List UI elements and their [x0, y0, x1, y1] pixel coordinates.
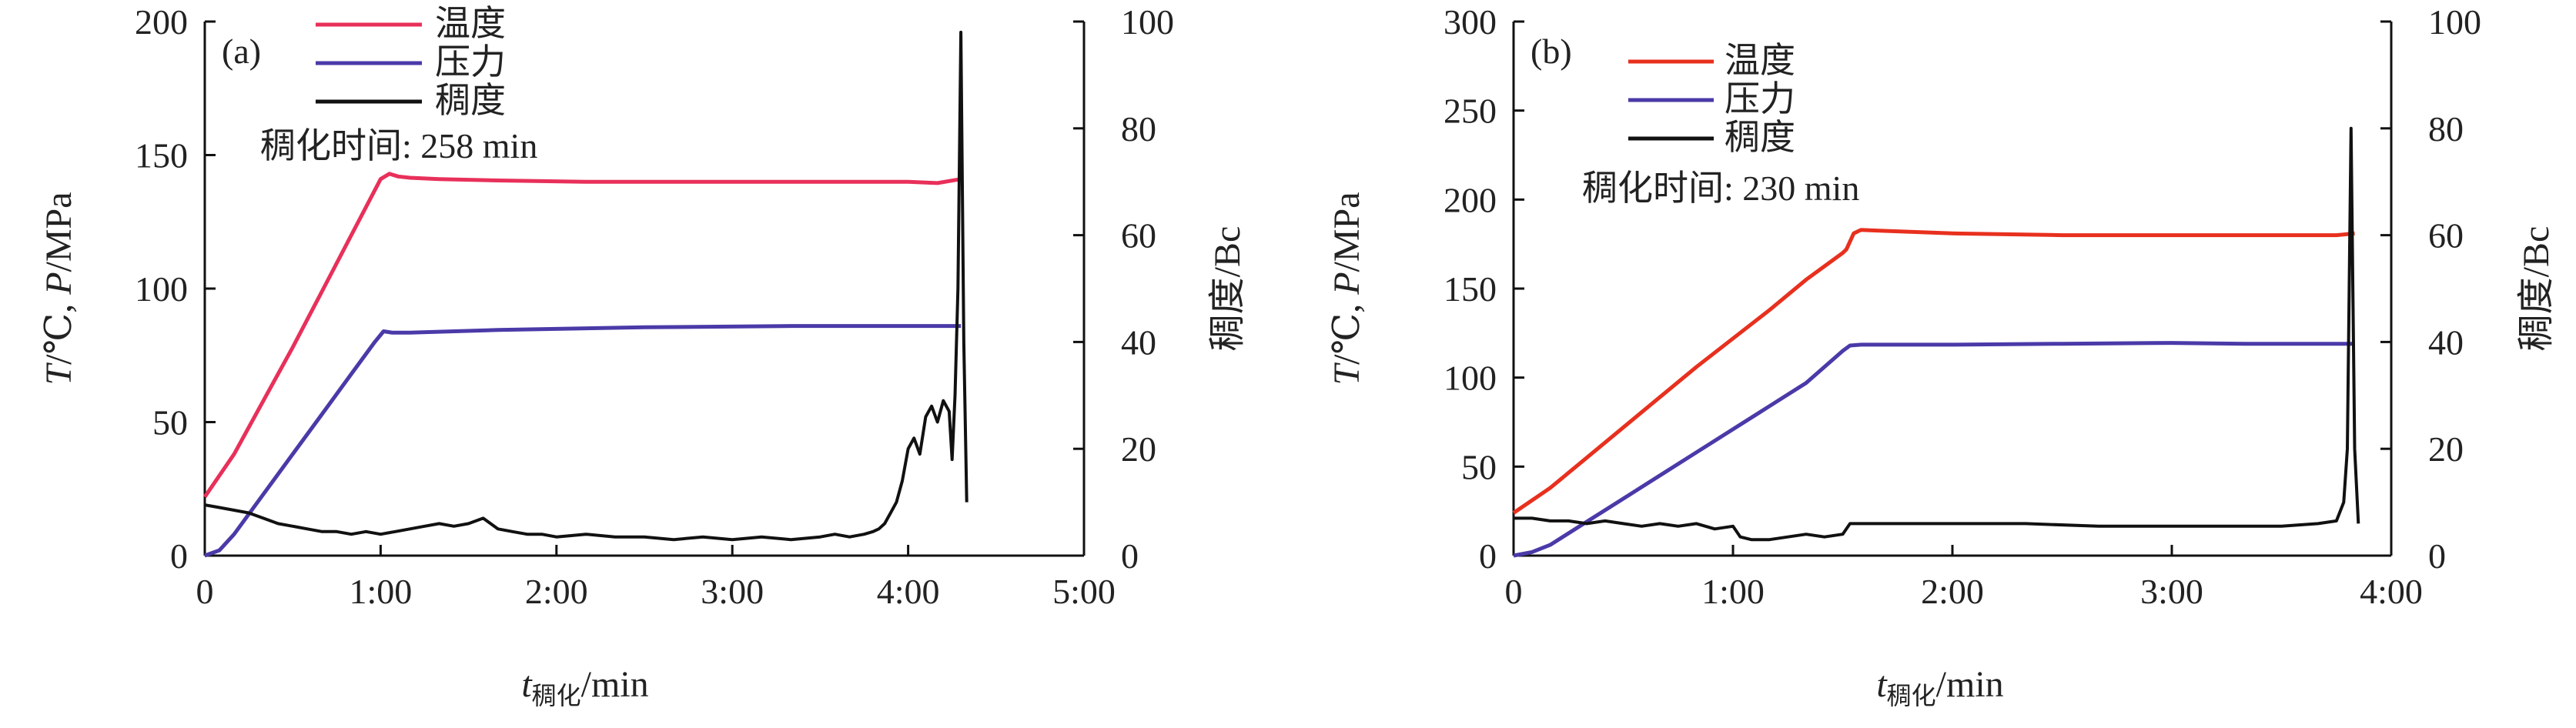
y-left-tick-label: 0 [170, 536, 188, 576]
left-y-axis-title-unit-p: /MPa [38, 192, 79, 272]
right-y-axis-title: 稠度/Bc [1207, 226, 1248, 352]
y-right-tick-label: 60 [2428, 216, 2464, 255]
legend-label: 压力 [435, 42, 506, 82]
series-lines [202, 30, 969, 558]
series-line-2 [204, 324, 962, 558]
axis-tick-labels: 0 1:00 2:00 3:00 4:0005010015020025030002040… [1444, 2, 2481, 611]
thickening-time-annotation: 稠化时间: 258 min [260, 126, 537, 165]
y-left-tick-label: 200 [135, 2, 188, 42]
legend: 温度 压力 稠度 [316, 4, 506, 120]
left-y-axis-title-unit-t: /℃, [38, 295, 79, 365]
y-right-tick-label: 80 [1121, 109, 1156, 149]
y-right-tick-label: 40 [2428, 322, 2464, 362]
x-axis-title: t稠化/min [1876, 664, 2003, 710]
y-right-tick-label: 0 [1121, 536, 1139, 576]
series-line-1 [1512, 228, 2355, 515]
series-line-3 [204, 30, 969, 542]
left-y-axis-title-symbol-p: P [1326, 272, 1367, 295]
y-left-tick-label: 50 [152, 403, 188, 442]
left-y-axis-title-unit-p: /MPa [1326, 192, 1367, 272]
panel-label: (b) [1531, 32, 1572, 71]
chart-panel-b: 0 1:00 2:00 3:00 4:0005010015020025030002040… [1326, 2, 2557, 710]
left-y-axis-title: T/℃, P/MPa [1326, 192, 1367, 385]
y-right-tick-label: 60 [1121, 216, 1156, 255]
right-y-axis-title: 稠度/Bc [2516, 226, 2557, 352]
x-tick-label: 1:00 [350, 572, 413, 611]
series-line-3 [1514, 126, 2360, 542]
x-tick-label: 5:00 [1052, 572, 1116, 611]
left-y-axis-title: T/℃, P/MPa [38, 192, 79, 385]
y-right-tick-label: 40 [1121, 322, 1156, 362]
y-left-tick-label: 300 [1444, 2, 1497, 42]
y-right-tick-label: 20 [2428, 429, 2464, 469]
x-axis-title-unit: /min [1936, 664, 2004, 705]
y-right-tick-label: 100 [1121, 2, 1174, 42]
x-tick-label: 3:00 [2140, 572, 2203, 611]
x-tick-label: 4:00 [877, 572, 940, 611]
y-left-tick-label: 150 [135, 136, 188, 175]
thickening-time-annotation: 稠化时间: 230 min [1582, 169, 1859, 208]
panel-label: (a) [222, 32, 261, 71]
legend-entry: 稠度 [316, 81, 506, 120]
legend-label: 稠度 [1725, 118, 1795, 157]
x-axis-title-symbol: t [1876, 664, 1888, 705]
legend: 温度 压力 稠度 [1628, 41, 1795, 157]
axis-ticks [203, 20, 1086, 557]
x-axis-title-subscript: 稠化 [1887, 682, 1936, 710]
legend-entry: 压力 [316, 42, 506, 82]
y-right-tick-label: 100 [2428, 2, 2481, 42]
x-tick-label: 0 [196, 572, 214, 611]
x-tick-label: 2:00 [525, 572, 588, 611]
legend-label: 稠度 [435, 81, 506, 120]
axis-tick-labels: 0 1:00 2:00 3:00 4:00 5:000501001502000204060… [135, 2, 1174, 611]
chart-panel-a: 0 1:00 2:00 3:00 4:00 5:000501001502000204060… [38, 2, 1248, 710]
x-axis-title-symbol: t [521, 664, 533, 705]
legend-label: 压力 [1725, 79, 1795, 119]
y-left-tick-label: 100 [135, 269, 188, 309]
x-axis-title-subscript: 稠化 [532, 682, 581, 710]
legend-entry: 温度 [316, 4, 506, 43]
series-line-1 [202, 172, 962, 499]
x-tick-label: 1:00 [1701, 572, 1765, 611]
y-left-tick-label: 200 [1444, 180, 1497, 219]
series-lines [1512, 126, 2360, 558]
x-tick-label: 2:00 [1921, 572, 1984, 611]
legend-entry: 压力 [1628, 79, 1795, 119]
x-axis-title-unit: /min [581, 664, 649, 705]
legend-label: 温度 [1725, 41, 1795, 80]
x-tick-label: 3:00 [701, 572, 764, 611]
y-left-tick-label: 150 [1444, 269, 1497, 309]
series-line-2 [1513, 341, 2355, 558]
y-left-tick-label: 100 [1444, 359, 1497, 398]
left-y-axis-title-unit-t: /℃, [1326, 295, 1367, 365]
x-tick-label: 0 [1505, 572, 1523, 611]
y-left-tick-label: 0 [1479, 536, 1497, 576]
left-y-axis-title-symbol-p: P [38, 272, 79, 295]
legend-entry: 温度 [1628, 41, 1795, 80]
left-y-axis-title-symbol-t: T [1326, 362, 1367, 386]
y-right-tick-label: 0 [2428, 536, 2446, 576]
x-axis-title: t稠化/min [521, 664, 648, 710]
y-right-tick-label: 20 [1121, 429, 1156, 469]
y-left-tick-label: 250 [1444, 92, 1497, 131]
legend-entry: 稠度 [1628, 118, 1795, 157]
left-y-axis-title-symbol-t: T [38, 362, 79, 386]
y-right-tick-label: 80 [2428, 109, 2464, 149]
x-tick-label: 4:00 [2360, 572, 2423, 611]
legend-label: 温度 [435, 4, 506, 43]
y-left-tick-label: 50 [1461, 447, 1497, 486]
